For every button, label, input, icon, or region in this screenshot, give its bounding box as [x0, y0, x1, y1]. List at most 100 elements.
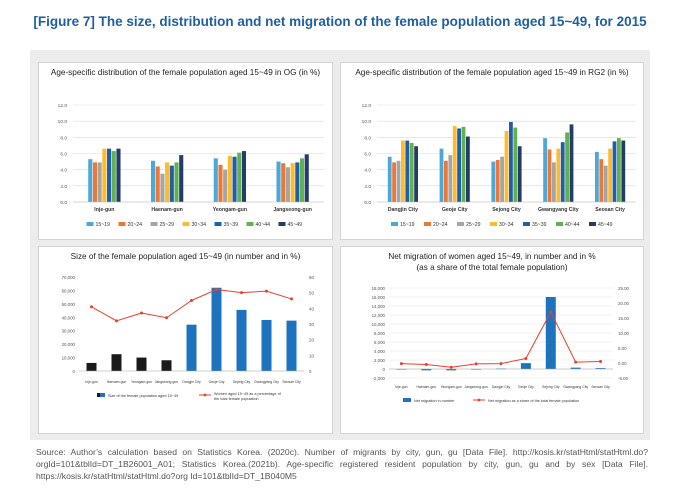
bar	[396, 160, 401, 202]
x-tick-label: Geoje City	[442, 207, 468, 213]
bar	[241, 151, 247, 202]
legend-label: 40~44	[565, 222, 580, 228]
legend-label: 30~34	[499, 222, 514, 228]
y-tick-label-left: 14,000	[372, 304, 386, 309]
legend-swatch	[391, 222, 398, 226]
x-tick-label: Dangjin City	[388, 207, 418, 213]
bar	[102, 148, 107, 202]
y-tick-label-left: 40,000	[62, 315, 76, 320]
bar	[556, 148, 561, 202]
y-tick-label: 2.0	[60, 184, 67, 190]
bar	[545, 297, 556, 369]
x-tick-label: Dangjin City	[492, 385, 511, 389]
bar	[232, 156, 237, 202]
bar	[186, 324, 197, 371]
legend-marker	[477, 398, 481, 402]
bar	[569, 124, 574, 202]
y-tick-label: 10.0	[362, 119, 372, 125]
y-tick-label: 6.0	[60, 152, 67, 158]
chart-title: Age-specific distribution of the female …	[50, 68, 321, 77]
bar	[452, 126, 457, 202]
chart-panel-net-migration: Net migration of women aged 15~49, in nu…	[340, 246, 644, 434]
bar	[457, 128, 461, 202]
bar	[401, 140, 405, 202]
bar	[520, 363, 531, 369]
bar	[304, 154, 309, 202]
legend-swatch	[490, 222, 497, 226]
bar	[285, 167, 290, 202]
x-tick-label: Geoje City	[518, 385, 534, 389]
x-tick-label: Jangseong-gun	[464, 385, 487, 389]
legend-swatch	[214, 222, 222, 226]
line-point	[240, 291, 243, 295]
line-point	[399, 362, 403, 366]
y-tick-label-right: 15.00	[618, 316, 630, 321]
chart-panel-og-distribution: Age-specific distribution of the female …	[38, 62, 333, 240]
legend-swatch	[118, 222, 126, 226]
y-tick-label-left: 60,000	[62, 288, 76, 293]
x-tick-label: Sejong City	[542, 385, 560, 389]
bar	[223, 169, 228, 202]
legend-label: 20~24	[433, 222, 448, 228]
bar	[543, 138, 547, 202]
legend-label: 25~29	[466, 222, 481, 228]
x-tick-label: Haenam-gun	[417, 385, 437, 389]
y-tick-label-left: 4,000	[374, 349, 386, 354]
bar	[405, 140, 410, 202]
bar	[227, 155, 232, 202]
bar	[174, 162, 179, 202]
y-tick-label: 12.0	[362, 103, 372, 109]
y-tick-label-left: 50,000	[62, 302, 76, 307]
line-point	[549, 310, 553, 314]
bar	[500, 156, 504, 202]
legend-label: 45~49	[598, 222, 613, 228]
y-tick-label-left: 8,000	[374, 331, 386, 336]
x-tick-label: Seosan City	[591, 385, 610, 389]
y-tick-label-left: 10,000	[372, 322, 386, 327]
y-tick-label-left: 2,000	[374, 358, 386, 363]
legend-swatch	[246, 222, 254, 226]
bar	[414, 146, 418, 202]
x-tick-label: Yeongam-gun	[441, 385, 462, 389]
y-tick-label: 2.0	[364, 184, 371, 190]
bar	[299, 158, 305, 202]
bar	[495, 159, 500, 202]
legend-swatch	[150, 222, 158, 226]
source-note: Source: Author’s calculation based on St…	[36, 447, 648, 481]
chart-title: Size of the female population aged 15~49…	[70, 252, 301, 261]
y-tick-label-left: 20,000	[62, 342, 76, 347]
legend-swatch	[424, 222, 431, 226]
line-point	[424, 363, 428, 366]
legend-label: Net migration as a share of the total fe…	[488, 399, 579, 403]
legend-marker	[203, 393, 207, 397]
x-tick-label: Sejong City	[233, 380, 251, 384]
x-tick-label: Sejong City	[492, 207, 521, 213]
bar	[603, 165, 608, 202]
bar	[150, 160, 156, 202]
bar	[560, 142, 565, 202]
y-tick-label-left: 0	[383, 367, 386, 372]
bar	[491, 161, 496, 202]
legend-swatch	[457, 222, 464, 226]
bar	[237, 152, 242, 202]
legend-label: 15~19	[96, 222, 111, 228]
y-tick-label: 8.0	[60, 135, 67, 141]
legend-swatch	[523, 222, 530, 226]
bar	[165, 162, 170, 202]
bar	[155, 166, 160, 202]
y-tick-label-right: 20.00	[618, 301, 630, 306]
bar	[179, 155, 184, 202]
y-tick-label: 12.0	[58, 103, 68, 109]
line-point	[265, 289, 268, 293]
bar	[565, 132, 569, 202]
bar	[281, 163, 286, 202]
bar	[421, 369, 432, 371]
bar	[612, 141, 617, 202]
bar	[621, 140, 626, 202]
y-tick-label-right: 0	[309, 369, 312, 374]
bar	[213, 158, 218, 202]
y-tick-label-left: 30,000	[62, 329, 76, 334]
legend-label: Size of the female population aged 15~49	[108, 394, 178, 398]
x-tick-label: Gwangyang City	[254, 380, 279, 384]
x-tick-label: Jangseong-gun	[273, 207, 312, 213]
